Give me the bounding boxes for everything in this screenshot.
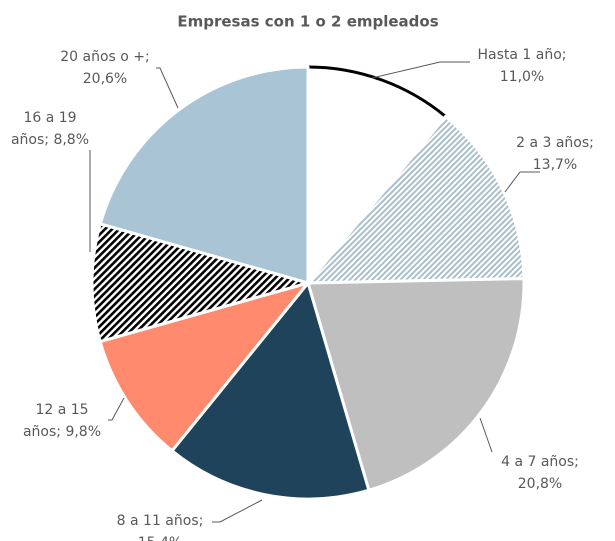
pie-slice [170,281,371,501]
leader-line [371,61,470,79]
leader-line [108,397,125,421]
pie-slice [306,114,526,285]
pie-slice [306,277,526,492]
pie-slice [90,222,310,344]
data-label: 12 a 15 años; 9,8% [23,402,101,440]
data-label: 20 años o +; 20,6% [60,49,150,87]
leader-line [479,417,493,453]
data-label: 2 a 3 años; 13,7% [516,135,594,173]
chart-title: Empresas con 1 o 2 empleados [177,13,438,31]
leader-line [212,499,263,523]
labels: Hasta 1 año; 11,0% 2 a 3 años; 13,7% 4 a 7 a… [11,47,594,541]
pie-slice [98,65,310,285]
pie-slice [98,281,310,453]
leader-line [504,171,540,193]
data-label: Hasta 1 año; 11,0% [477,47,566,85]
data-label: 8 a 11 años;15,4% [117,513,204,541]
leader-line [156,67,179,109]
data-label: 16 a 19 años; 8,8% [11,110,89,148]
pie [90,65,526,501]
data-label: 4 a 7 años; 20,8% [501,454,579,492]
slice-outline [307,65,447,118]
